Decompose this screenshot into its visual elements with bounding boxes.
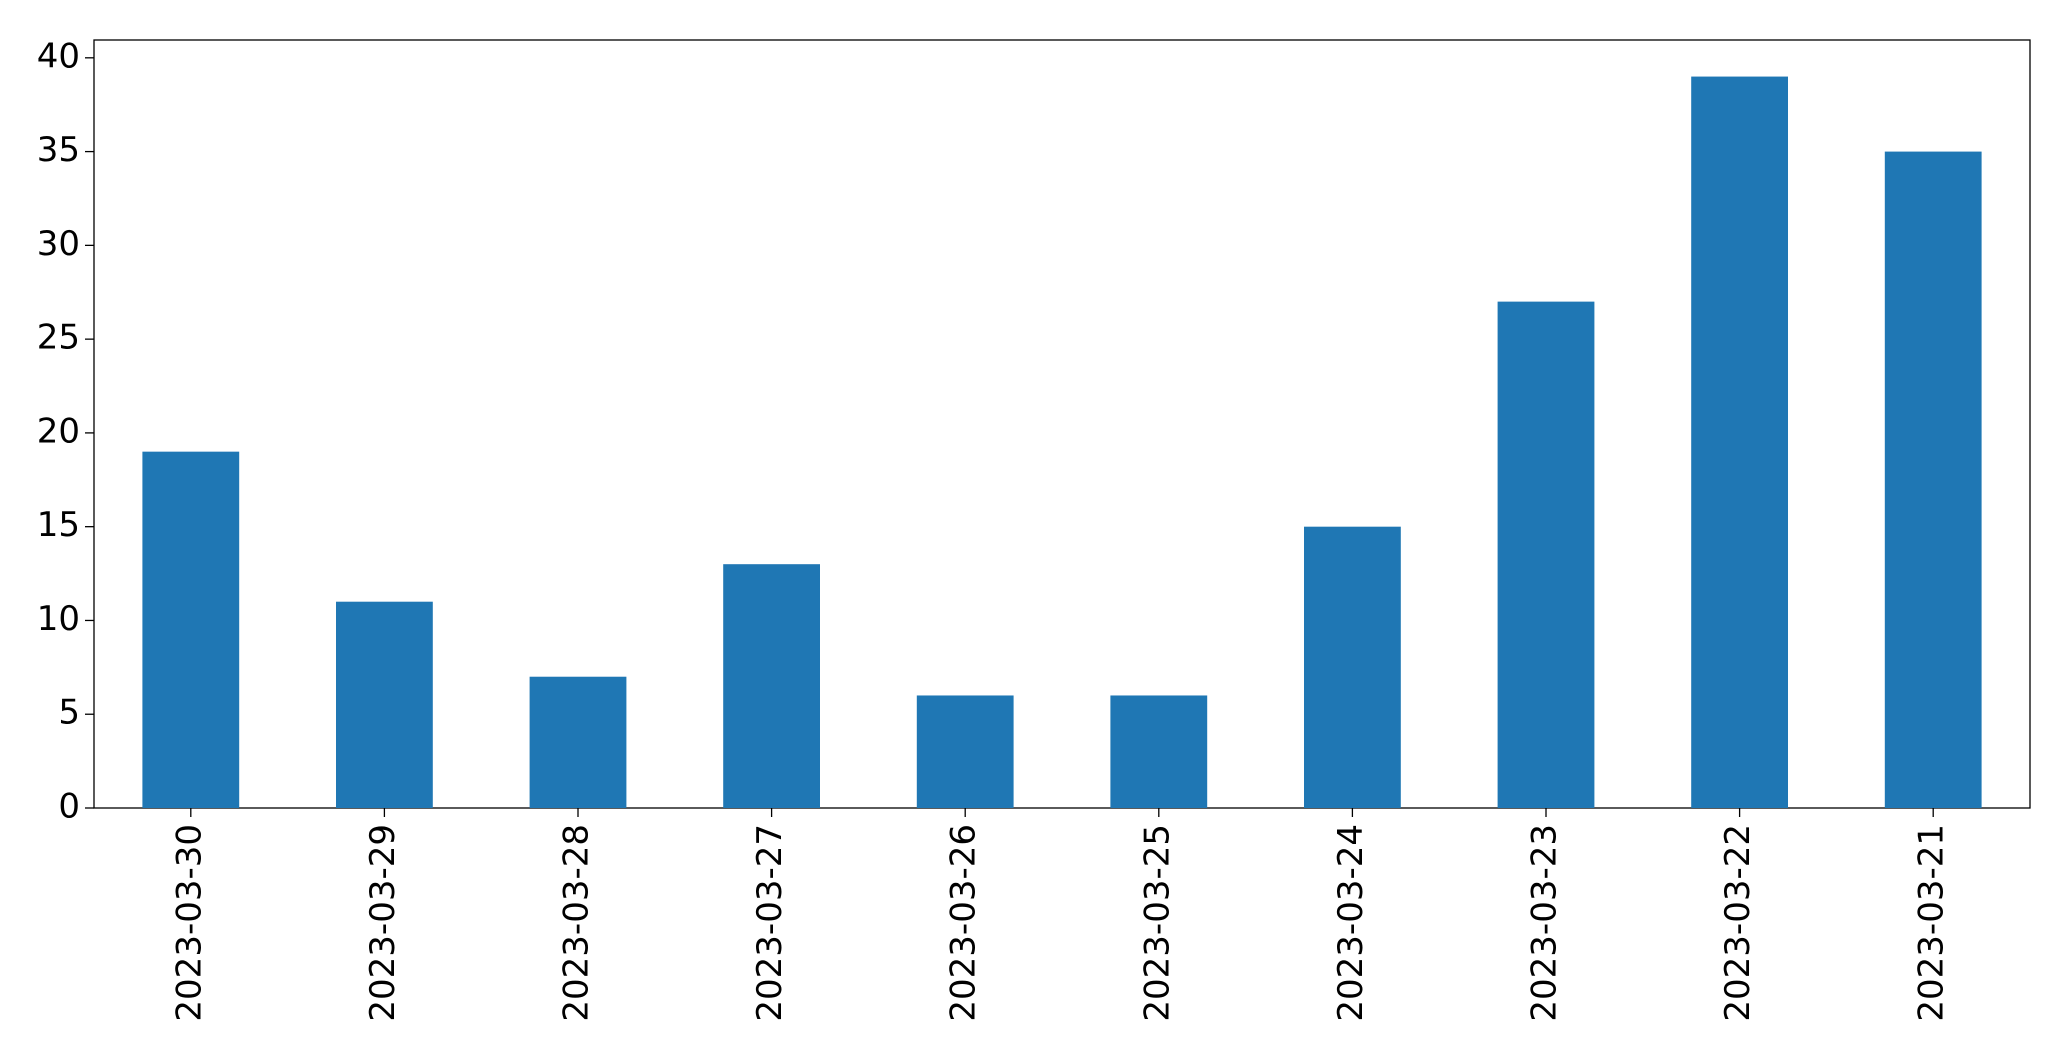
bar (723, 564, 820, 808)
y-tick-label: 40 (37, 36, 80, 76)
y-tick-label: 20 (37, 411, 80, 451)
bar (916, 695, 1014, 808)
y-tick-label: 25 (37, 318, 80, 358)
bar (529, 676, 627, 808)
y-tick-label: 30 (37, 224, 80, 264)
bar (1691, 76, 1788, 809)
bar (1110, 695, 1208, 808)
bar (1497, 301, 1595, 808)
bar (1304, 526, 1401, 808)
bar (1884, 151, 1982, 809)
y-tick-label: 15 (37, 505, 80, 545)
bar (142, 451, 240, 808)
y-tick-label: 10 (37, 599, 80, 639)
plot-frame (93, 39, 2031, 809)
bar (336, 601, 433, 808)
x-tick-label: 2023-03-24 (1331, 824, 1371, 1022)
x-tick-label: 2023-03-25 (1137, 824, 1177, 1022)
x-tick-label: 2023-03-30 (169, 824, 209, 1022)
y-tick-label: 35 (37, 130, 80, 170)
x-tick-label: 2023-03-27 (750, 824, 790, 1022)
x-tick-label: 2023-03-21 (1912, 824, 1952, 1022)
x-tick-label: 2023-03-26 (944, 824, 984, 1022)
y-tick-label: 5 (58, 693, 80, 733)
x-tick-label: 2023-03-23 (1525, 824, 1565, 1022)
x-tick-label: 2023-03-28 (557, 824, 597, 1022)
x-tick-label: 2023-03-29 (363, 824, 403, 1022)
x-tick-label: 2023-03-22 (1718, 824, 1758, 1022)
y-tick-label: 0 (58, 787, 80, 827)
